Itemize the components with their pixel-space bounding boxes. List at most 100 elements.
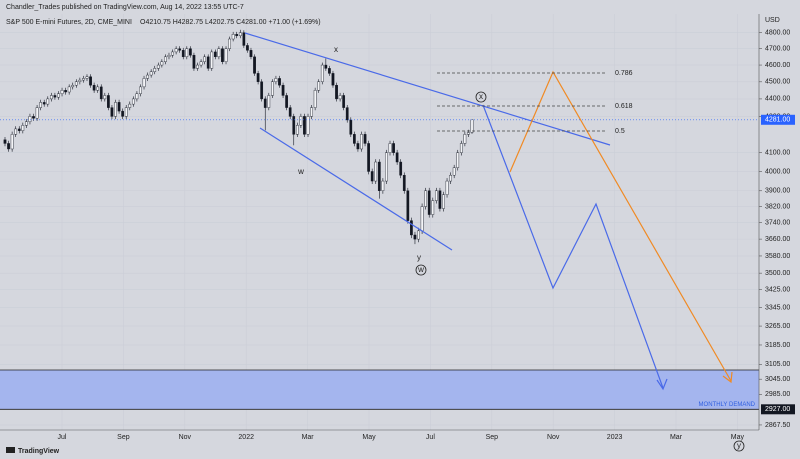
candle-body <box>345 107 349 121</box>
candle-body <box>67 86 71 93</box>
candle-body <box>213 51 217 58</box>
candle-body <box>427 190 431 215</box>
candle-body <box>156 64 160 69</box>
candle-body <box>363 134 367 144</box>
candle-body <box>139 86 142 94</box>
candle-body <box>246 45 249 51</box>
candle-body <box>395 152 399 163</box>
candle-body <box>449 175 452 182</box>
y-tick-label: 2985.00 <box>765 391 790 398</box>
candle-body <box>185 48 189 58</box>
y-tick-label: 3740.00 <box>765 220 790 227</box>
price-label: 4281.00 <box>765 117 790 124</box>
candle-body <box>82 78 85 81</box>
candle-body <box>99 86 103 100</box>
y-tick-label: 4600.00 <box>765 62 790 69</box>
candle-body <box>42 102 46 105</box>
candle-body <box>434 190 438 201</box>
candle-body <box>467 132 470 135</box>
x-tick-label: Mar <box>302 434 315 441</box>
candle-body <box>7 143 10 150</box>
x-tick-label: 2022 <box>238 434 254 441</box>
wave-label: y <box>417 253 421 262</box>
candle-body <box>274 78 278 82</box>
demand-zone <box>0 370 759 410</box>
candle-body <box>381 180 385 191</box>
candle-body <box>402 175 406 191</box>
candle-body <box>313 90 317 108</box>
candle-body <box>39 102 43 108</box>
candle-body <box>288 107 292 117</box>
candle-body <box>60 90 64 94</box>
candle-body <box>196 64 199 69</box>
y-tick-label: 3425.00 <box>765 286 790 293</box>
blue-arrow <box>656 378 668 391</box>
candle-body <box>306 116 310 135</box>
candle-body <box>267 95 271 108</box>
price-label-box <box>761 114 795 125</box>
y-tick-label: 3185.00 <box>765 342 790 349</box>
candle-body <box>324 64 328 69</box>
logo <box>6 447 15 453</box>
candle-body <box>74 81 78 86</box>
candle-body <box>85 76 89 79</box>
wedge-upper <box>244 32 611 146</box>
candle-body <box>317 81 321 91</box>
candle-body <box>231 34 235 40</box>
candle-body <box>424 190 428 207</box>
candle-body <box>228 38 231 49</box>
candle-body <box>271 81 274 96</box>
candle-body <box>21 125 25 131</box>
candle-body <box>367 143 370 172</box>
fib-label: 0.786 <box>615 70 633 77</box>
x-tick-label: May <box>362 434 376 441</box>
candle-body <box>89 76 92 86</box>
candle-body <box>71 84 75 88</box>
candle-body <box>431 200 435 215</box>
candle-body <box>438 190 442 209</box>
candle-body <box>385 152 388 182</box>
candle-body <box>342 95 346 108</box>
candle-body <box>249 50 253 58</box>
candle-body <box>360 134 363 150</box>
price-label-box <box>761 404 795 415</box>
candle-body <box>210 51 214 69</box>
y-tick-label: 4800.00 <box>765 29 790 36</box>
candle-body <box>303 116 306 135</box>
candle-body <box>167 54 171 58</box>
candle-body <box>181 50 185 58</box>
candle-body <box>25 121 28 126</box>
candle-body <box>160 61 164 66</box>
y-tick-label: 3500.00 <box>765 270 790 277</box>
y-tick-label: 4400.00 <box>765 96 790 103</box>
x-tick-label: Nov <box>179 434 192 441</box>
candle-body <box>320 64 324 82</box>
candle-body <box>331 73 335 86</box>
chart-subtitle: O4210.75 H4282.75 L4202.75 C4281.00 +71.… <box>140 19 321 26</box>
candle-body <box>399 161 403 176</box>
candle-body <box>114 102 117 117</box>
x-tick-label: May <box>731 434 745 441</box>
footer: TradingView <box>18 448 60 455</box>
candle-body <box>263 98 267 108</box>
drawings <box>244 32 745 452</box>
candle-body <box>28 116 32 122</box>
candle-body <box>103 95 107 100</box>
candle-body <box>353 134 356 144</box>
candle-body <box>57 93 60 98</box>
candle-body <box>335 84 338 100</box>
candle-body <box>310 107 313 117</box>
zone: MONTHLY DEMAND <box>0 369 759 410</box>
candle-body <box>260 81 264 100</box>
candle-body <box>110 107 114 117</box>
candle-body <box>299 116 303 126</box>
wave-circle <box>475 91 487 103</box>
candle-body <box>146 74 149 79</box>
candle-body <box>338 95 342 100</box>
candle-body <box>206 56 210 69</box>
candle-body <box>356 143 360 150</box>
candle-body <box>410 220 413 236</box>
fib-label: 0.618 <box>615 103 633 110</box>
candle-body <box>53 95 57 98</box>
